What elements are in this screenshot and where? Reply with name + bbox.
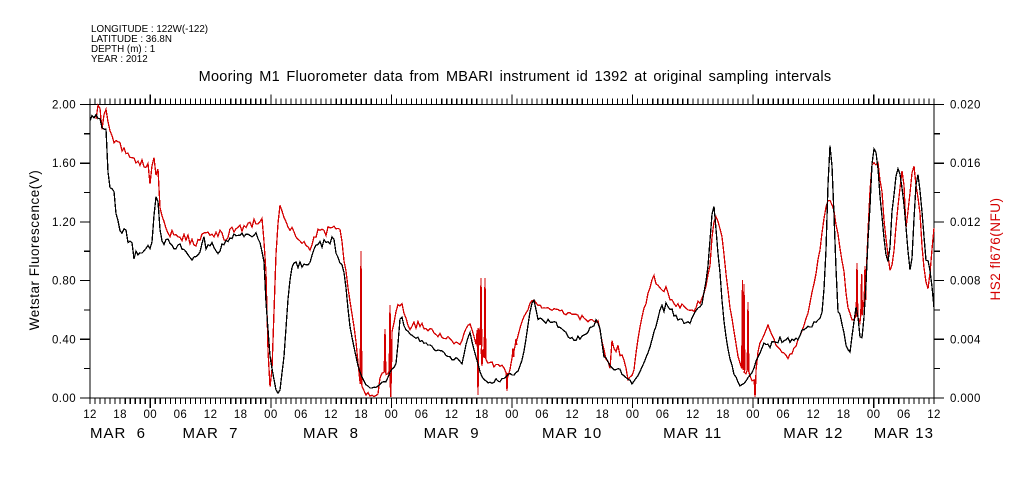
svg-text:MAR 6: MAR 6	[90, 425, 146, 442]
svg-text:MAR 12: MAR 12	[783, 425, 843, 442]
svg-text:12: 12	[807, 409, 821, 421]
svg-text:12: 12	[204, 409, 218, 421]
svg-text:18: 18	[113, 409, 127, 421]
svg-text:06: 06	[656, 409, 670, 421]
svg-text:12: 12	[445, 409, 459, 421]
svg-text:12: 12	[83, 409, 97, 421]
svg-text:MAR 7: MAR 7	[182, 425, 238, 442]
svg-text:0.00: 0.00	[52, 393, 76, 405]
svg-text:00: 00	[264, 409, 278, 421]
svg-text:1.20: 1.20	[52, 217, 76, 229]
svg-text:06: 06	[415, 409, 429, 421]
svg-text:00: 00	[746, 409, 760, 421]
svg-text:0.008: 0.008	[950, 276, 981, 288]
svg-text:2.00: 2.00	[52, 100, 76, 112]
svg-text:LATITUDE : 36.8N: LATITUDE : 36.8N	[91, 34, 172, 45]
svg-text:MAR 8: MAR 8	[303, 425, 359, 442]
svg-text:06: 06	[174, 409, 188, 421]
svg-text:0.020: 0.020	[950, 100, 981, 112]
svg-text:06: 06	[897, 409, 911, 421]
svg-text:06: 06	[294, 409, 308, 421]
svg-text:0.016: 0.016	[950, 158, 981, 170]
svg-text:18: 18	[234, 409, 248, 421]
svg-text:YEAR : 2012: YEAR : 2012	[91, 54, 148, 65]
svg-text:00: 00	[867, 409, 881, 421]
svg-text:12: 12	[686, 409, 700, 421]
svg-text:0.004: 0.004	[950, 334, 981, 346]
svg-text:06: 06	[535, 409, 549, 421]
svg-text:HS2 fl676(NFU): HS2 fl676(NFU)	[988, 197, 1003, 300]
svg-text:Mooring M1 Fluorometer data fr: Mooring M1 Fluorometer data from MBARI i…	[199, 69, 832, 85]
svg-text:18: 18	[355, 409, 369, 421]
svg-text:12: 12	[324, 409, 338, 421]
svg-text:12: 12	[566, 409, 580, 421]
svg-text:MAR 13: MAR 13	[874, 425, 934, 442]
svg-text:MAR 9: MAR 9	[424, 425, 480, 442]
svg-text:00: 00	[385, 409, 399, 421]
svg-text:Wetstar Fluorescence(V): Wetstar Fluorescence(V)	[27, 170, 42, 331]
svg-text:00: 00	[626, 409, 640, 421]
svg-text:00: 00	[505, 409, 519, 421]
svg-text:0.80: 0.80	[52, 276, 76, 288]
svg-text:MAR 10: MAR 10	[542, 425, 602, 442]
svg-text:MAR 11: MAR 11	[663, 425, 722, 442]
svg-text:12: 12	[927, 409, 941, 421]
svg-text:00: 00	[144, 409, 158, 421]
svg-text:LONGITUDE : 122W(-122): LONGITUDE : 122W(-122)	[91, 24, 208, 35]
svg-text:06: 06	[777, 409, 791, 421]
svg-text:18: 18	[475, 409, 489, 421]
svg-text:1.60: 1.60	[52, 158, 76, 170]
svg-text:18: 18	[596, 409, 610, 421]
svg-text:0.000: 0.000	[950, 393, 981, 405]
svg-text:0.40: 0.40	[52, 334, 76, 346]
svg-text:18: 18	[716, 409, 730, 421]
svg-text:0.012: 0.012	[950, 217, 981, 229]
svg-text:18: 18	[837, 409, 851, 421]
svg-text:DEPTH (m) : 1: DEPTH (m) : 1	[91, 44, 155, 55]
